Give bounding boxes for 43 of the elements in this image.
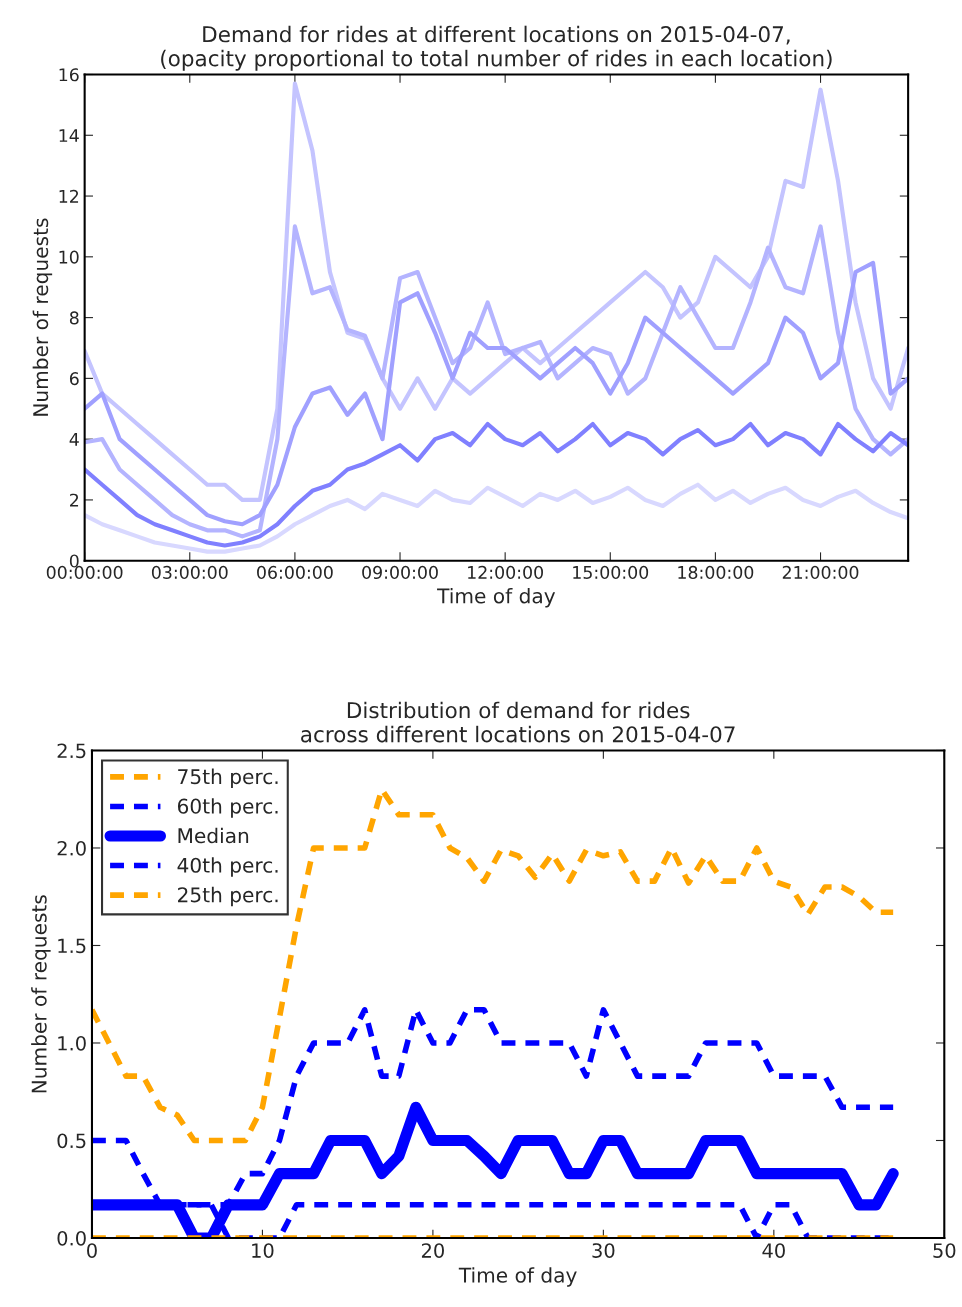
y-tick-label: 0.5 xyxy=(57,1133,86,1149)
x-tick-label: 0 xyxy=(87,1243,97,1258)
line-series xyxy=(84,421,909,548)
line-series xyxy=(84,81,909,503)
x-axis-title: Time of day xyxy=(437,587,556,608)
x-tick-label: 20 xyxy=(421,1243,444,1258)
x-axis-title: Time of day xyxy=(458,1267,577,1287)
x-tick-label: 21:00:00 xyxy=(782,565,859,579)
legend-label: 75th perc. xyxy=(178,768,278,789)
y-tick-label: 14 xyxy=(59,129,79,142)
y-tick-label: 8 xyxy=(69,311,79,325)
y-tick-label: 4 xyxy=(69,433,79,446)
x-tick-label: 03:00:00 xyxy=(151,565,228,579)
chart-title: Distribution of demand for rides across different locations on 2015-04-07 xyxy=(301,701,735,743)
x-tick-label: 06:00:00 xyxy=(257,565,333,579)
x-tick-label: 10 xyxy=(252,1243,274,1258)
y-tick-label: 0.0 xyxy=(57,1230,86,1246)
line-series xyxy=(84,224,909,539)
x-tick-label: 09:00:00 xyxy=(362,565,438,579)
legend-label: Median xyxy=(178,827,249,844)
y-tick-label: 1.5 xyxy=(58,938,86,954)
x-tick-label: 15:00:00 xyxy=(573,565,649,579)
y-tick-label: 6 xyxy=(69,372,79,386)
chart-title: Demand for rides at different locations on 2015-04-07, (opacity proportional to total number of rides in each location) xyxy=(161,25,832,71)
x-tick-label: 18:00:00 xyxy=(678,565,754,579)
legend-label: 60th perc. xyxy=(177,798,278,818)
x-tick-label: 50 xyxy=(933,1243,956,1258)
line-series xyxy=(84,260,909,527)
line-series xyxy=(84,482,909,554)
y-tick-label: 2.0 xyxy=(57,840,86,856)
x-tick-label: 12:00:00 xyxy=(468,565,543,579)
y-tick-label: 16 xyxy=(59,68,79,82)
x-tick-label: 30 xyxy=(592,1243,615,1258)
y-tick-label: 2 xyxy=(70,493,79,507)
y-axis-title: Number of requests xyxy=(31,895,51,1093)
y-tick-label: 10 xyxy=(59,250,79,264)
y-tick-label: 1.0 xyxy=(58,1035,86,1051)
x-tick-label: 40 xyxy=(762,1243,785,1258)
legend-label: 25th perc. xyxy=(178,886,278,907)
y-axis-title: Number of requests xyxy=(32,218,53,416)
legend-label: 40th perc. xyxy=(177,857,278,877)
y-tick-label: 2.5 xyxy=(57,743,86,759)
y-tick-label: 12 xyxy=(59,189,79,203)
